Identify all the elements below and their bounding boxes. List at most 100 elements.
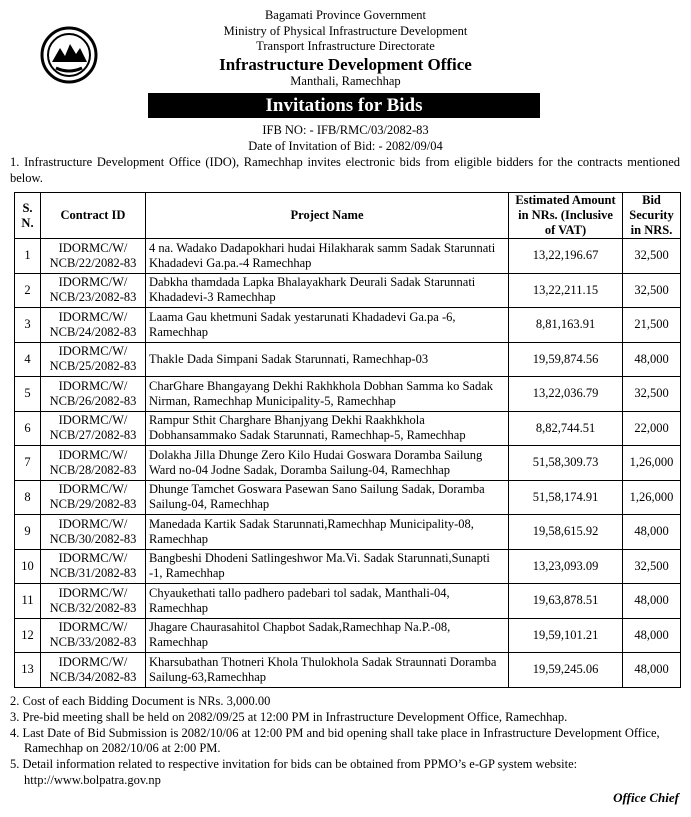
column-header: Bid Security in NRS. (622, 192, 681, 239)
intro: 1. Infrastructure Development Office (ID… (10, 155, 680, 185)
serial-number: 2 (14, 272, 41, 308)
bid-security: 32,500 (622, 376, 681, 412)
bid-security: 22,000 (622, 410, 681, 446)
project-name: Kharsubathan Thotneri Khola Thulokhola S… (145, 652, 509, 688)
column-header: Contract ID (40, 192, 146, 239)
contract-id-line: IDORMC/W/ (58, 482, 128, 497)
contract-id-line: NCB/29/2082-83 (49, 497, 137, 512)
ifb-info: IFB NO: - IFB/RMC/03/2082-83 Date of Inv… (0, 123, 691, 154)
contract-id-line: IDORMC/W/ (58, 585, 128, 600)
estimated-amount: 19,58,615.92 (508, 514, 623, 550)
office-title: Infrastructure Development Office (219, 54, 472, 74)
contract-id: IDORMC/W/NCB/29/2082-83 (40, 479, 146, 515)
contract-id-line: IDORMC/W/ (58, 413, 128, 428)
contract-id-line: IDORMC/W/ (58, 620, 128, 635)
estimated-amount: 13,22,196.67 (508, 238, 623, 274)
bid-security: 21,500 (622, 307, 681, 343)
contract-id-line: NCB/31/2082-83 (49, 566, 137, 581)
contract-id-line: IDORMC/W/ (58, 378, 128, 393)
serial-number: 1 (14, 238, 41, 274)
estimated-amount: 13,23,093.09 (508, 548, 623, 584)
bid-security: 32,500 (622, 272, 681, 308)
contract-id-line: NCB/27/2082-83 (49, 428, 137, 443)
serial-number: 9 (14, 514, 41, 550)
contract-id-line: IDORMC/W/ (58, 654, 128, 669)
estimated-amount: 13,22,211.15 (508, 272, 623, 308)
contract-id: IDORMC/W/NCB/22/2082-83 (40, 238, 146, 274)
project-name: CharGhare Bhangayang Dekhi Rakhkhola Dob… (145, 376, 509, 412)
contract-id-line: NCB/25/2082-83 (49, 359, 137, 374)
note: 2. Cost of each Bidding Document is NRs.… (10, 694, 271, 708)
project-name: Dabkha thamdada Lapka Bhalayakhark Deura… (145, 272, 509, 308)
bid-security: 32,500 (622, 548, 681, 584)
contract-id: IDORMC/W/NCB/34/2082-83 (40, 652, 146, 688)
serial-number: 8 (14, 479, 41, 515)
note: 5. Detail information related to respect… (10, 757, 578, 787)
column-header: Estimated Amount in NRs. (Inclusive of V… (508, 192, 623, 239)
serial-number: 7 (14, 445, 41, 481)
project-name: Thakle Dada Simpani Sadak Starunnati, Ra… (145, 341, 509, 377)
serial-number: 11 (14, 583, 41, 619)
project-name: Bangbeshi Dhodeni Satlingeshwor Ma.Vi. S… (145, 548, 509, 584)
table-row: 11 IDORMC/W/NCB/32/2082-83 Chyaukethati ta… (14, 583, 681, 619)
header-line: Bagamati Province Government (264, 8, 427, 22)
table-row: 2 IDORMC/W/NCB/23/2082-83 Dabkha thamdada … (14, 272, 681, 308)
bids-table: S. N. Contract ID Project Name Estimated Am… (14, 192, 681, 688)
project-name: Rampur Sthit Charghare Bhanjyang Dekhi R… (145, 410, 509, 446)
table-row: 8 IDORMC/W/NCB/29/2082-83 Dhunge Tamchet G… (14, 479, 681, 515)
bid-security: 1,26,000 (622, 445, 681, 481)
contract-id-line: NCB/22/2082-83 (49, 255, 137, 270)
project-name: Jhagare Chaurasahitol Chapbot Sadak,Rame… (145, 617, 509, 653)
bid-security: 48,000 (622, 652, 681, 688)
signature: Office Chief (613, 790, 679, 805)
estimated-amount: 8,81,163.91 (508, 307, 623, 343)
note: 4. Last Date of Bid Submission is 2082/1… (10, 725, 660, 756)
table-row: 13 IDORMC/W/NCB/34/2082-83 Kharsubathan Th… (14, 652, 681, 688)
contract-id-line: NCB/32/2082-83 (49, 600, 137, 615)
contract-id-line: NCB/30/2082-83 (49, 531, 137, 546)
bid-security: 48,000 (622, 341, 681, 377)
contract-id: IDORMC/W/NCB/32/2082-83 (40, 583, 146, 619)
contract-id-line: NCB/34/2082-83 (49, 669, 137, 684)
project-name: Chyaukethati tallo padhero padebari tol … (145, 583, 509, 619)
contract-id: IDORMC/W/NCB/23/2082-83 (40, 272, 146, 308)
project-name: 4 na. Wadako Dadapokhari hudai Hilakhara… (145, 238, 509, 274)
serial-number: 5 (14, 376, 41, 412)
note: 3. Pre-bid meeting shall be held on 2082… (10, 709, 568, 724)
banner: Invitations for Bids (148, 93, 540, 118)
bid-security: 48,000 (622, 583, 681, 619)
contract-id-line: NCB/23/2082-83 (49, 290, 137, 305)
contract-id-line: IDORMC/W/ (58, 447, 128, 462)
emblem (40, 26, 98, 84)
project-name: Dhunge Tamchet Goswara Pasewan Sano Sail… (145, 479, 509, 515)
table-row: 9 IDORMC/W/NCB/30/2082-83 Manedada Kartik … (14, 514, 681, 550)
contract-id-line: IDORMC/W/ (58, 309, 128, 324)
estimated-amount: 19,59,101.21 (508, 617, 623, 653)
ifb-no: IFB NO: - IFB/RMC/03/2082-83 (262, 123, 429, 137)
table-row: 12 IDORMC/W/NCB/33/2082-83 Jhagare Chauras… (14, 617, 681, 653)
contract-id-line: NCB/24/2082-83 (49, 324, 137, 339)
estimated-amount: 8,82,744.51 (508, 410, 623, 446)
contract-id: IDORMC/W/NCB/31/2082-83 (40, 548, 146, 584)
estimated-amount: 19,59,245.06 (508, 652, 623, 688)
contract-id-line: NCB/28/2082-83 (49, 462, 137, 477)
estimated-amount: 19,59,874.56 (508, 341, 623, 377)
table-row: 7 IDORMC/W/NCB/28/2082-83 Dolakha Jilla Dh… (14, 445, 681, 481)
header-line: Ministry of Physical Infrastructure Deve… (223, 23, 468, 38)
table-body: 1 IDORMC/W/NCB/22/2082-83 4 na. Wadako Dad… (14, 238, 681, 688)
project-name: Dolakha Jilla Dhunge Zero Kilo Hudai Gos… (145, 445, 509, 481)
contract-id: IDORMC/W/NCB/33/2082-83 (40, 617, 146, 653)
contract-id-line: IDORMC/W/ (58, 516, 128, 531)
column-header: S. N. (14, 192, 41, 239)
table-row: 3 IDORMC/W/NCB/24/2082-83 Laama Gau khetmu… (14, 307, 681, 343)
bid-security: 32,500 (622, 238, 681, 274)
bid-security: 48,000 (622, 617, 681, 653)
contract-id: IDORMC/W/NCB/25/2082-83 (40, 341, 146, 377)
ifb-date: Date of Invitation of Bid: - 2082/09/04 (248, 138, 443, 153)
table-row: 10 IDORMC/W/NCB/31/2082-83 Bangbeshi Dhode… (14, 548, 681, 584)
estimated-amount: 51,58,309.73 (508, 445, 623, 481)
serial-number: 6 (14, 410, 41, 446)
estimated-amount: 51,58,174.91 (508, 479, 623, 515)
serial-number: 4 (14, 341, 41, 377)
